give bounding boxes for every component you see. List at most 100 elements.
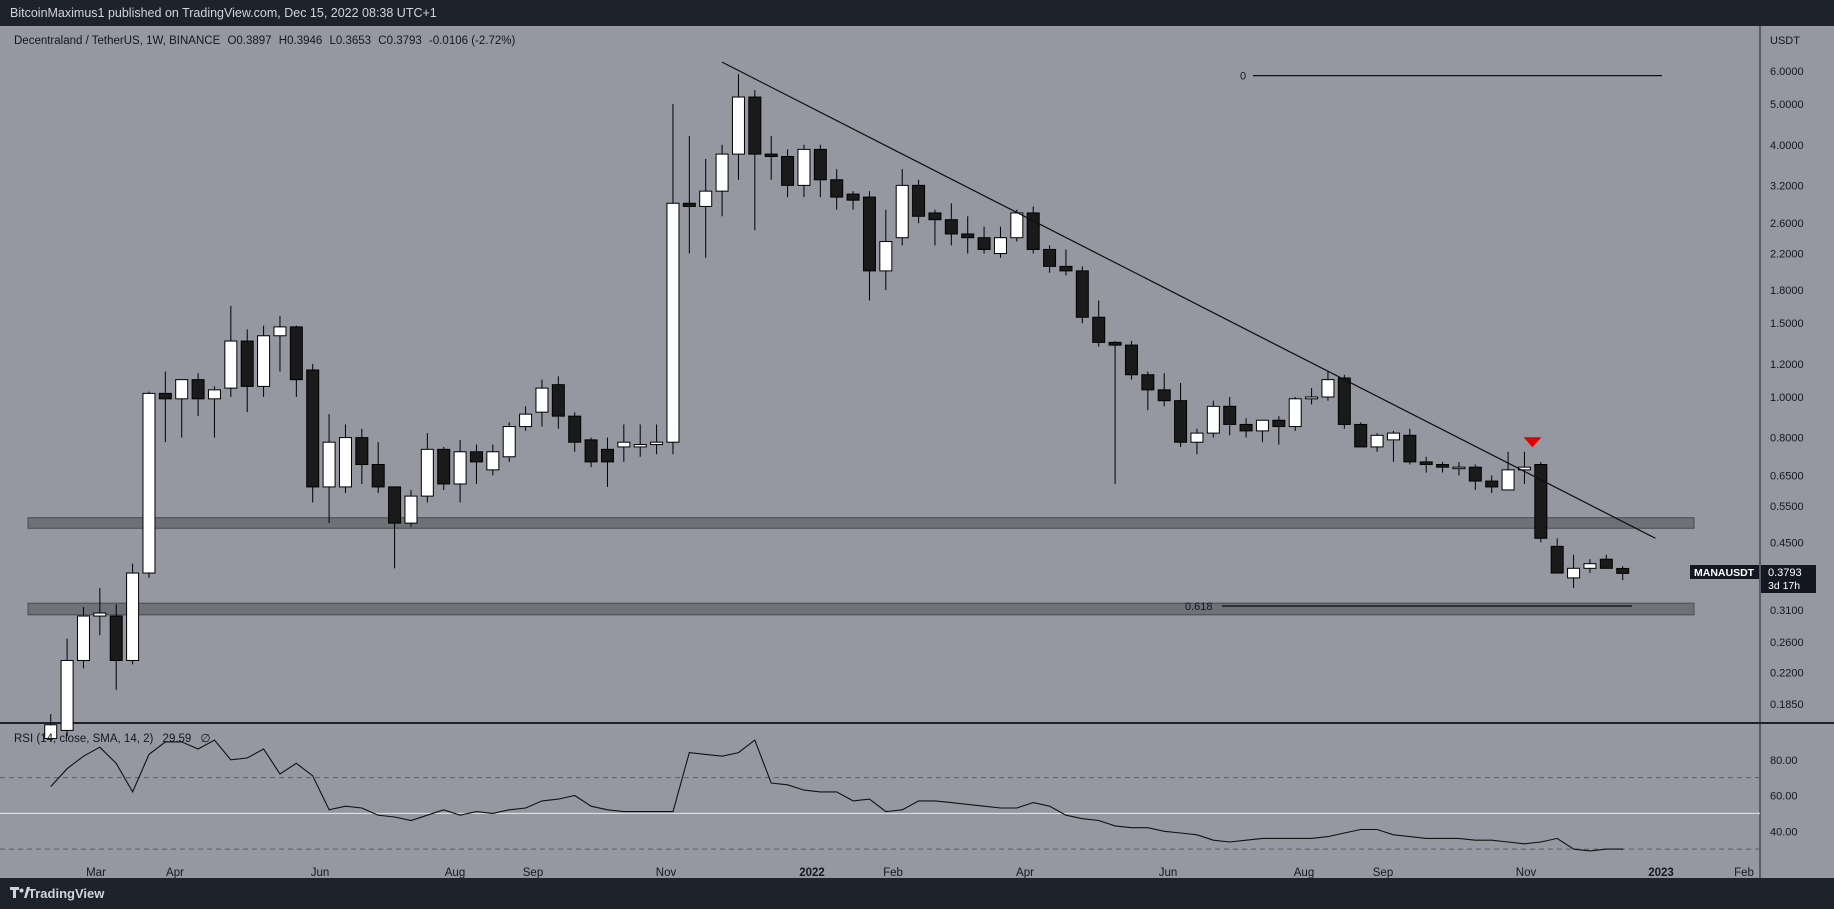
- price-scale[interactable]: [1760, 26, 1834, 867]
- candle-up[interactable]: [93, 612, 107, 617]
- candle-down[interactable]: [306, 369, 320, 488]
- candle-up[interactable]: [175, 379, 189, 400]
- candle-down[interactable]: [912, 184, 926, 217]
- candle-up[interactable]: [993, 237, 1007, 255]
- candle-down[interactable]: [1337, 377, 1351, 425]
- rsi-legend[interactable]: RSI (14, close, SMA, 14, 2) 29.59 ∅: [14, 733, 211, 745]
- candle-down[interactable]: [437, 448, 451, 485]
- candle-down[interactable]: [355, 437, 369, 466]
- candle-up[interactable]: [60, 659, 74, 731]
- candle-up[interactable]: [1255, 419, 1269, 432]
- candle-down[interactable]: [846, 193, 860, 201]
- candle-up[interactable]: [1010, 212, 1024, 239]
- candle-up[interactable]: [257, 335, 271, 387]
- candle-up[interactable]: [224, 340, 238, 389]
- candle-down[interactable]: [1108, 341, 1122, 346]
- candle-up[interactable]: [273, 326, 287, 337]
- candle-up[interactable]: [1386, 432, 1400, 441]
- candle-up[interactable]: [731, 96, 745, 155]
- time-axis[interactable]: [0, 867, 1834, 878]
- candle-down[interactable]: [1403, 434, 1417, 463]
- candle-up[interactable]: [126, 572, 140, 661]
- price-chart[interactable]: 0 0.618 6.0000 5.0000 4.0000 3.2000 2.6000 2.2…: [0, 26, 1834, 878]
- candle-up[interactable]: [666, 202, 680, 443]
- candle-down[interactable]: [469, 451, 483, 463]
- candle-down[interactable]: [371, 464, 385, 488]
- candle-down[interactable]: [1239, 423, 1253, 432]
- candle-up[interactable]: [1370, 434, 1384, 448]
- candle-up[interactable]: [338, 437, 352, 488]
- candle-up[interactable]: [1206, 405, 1220, 434]
- candle-up[interactable]: [420, 448, 434, 497]
- candle-down[interactable]: [1059, 265, 1073, 272]
- candle-down[interactable]: [568, 415, 582, 443]
- candle-up[interactable]: [1190, 432, 1204, 443]
- candle-up[interactable]: [207, 389, 221, 400]
- candle-up[interactable]: [1583, 563, 1597, 569]
- candle-up[interactable]: [535, 387, 549, 413]
- candle-down[interactable]: [830, 179, 844, 198]
- candle-up[interactable]: [1305, 396, 1319, 400]
- candle-up[interactable]: [1452, 466, 1466, 470]
- candle-down[interactable]: [977, 237, 991, 250]
- candle-down[interactable]: [813, 148, 827, 181]
- candle-up[interactable]: [1321, 379, 1335, 398]
- candle-down[interactable]: [600, 448, 614, 463]
- candle-down[interactable]: [1354, 423, 1368, 448]
- symbol-legend[interactable]: Decentraland / TetherUS, 1W, BINANCE O0.…: [14, 35, 515, 47]
- candle-down[interactable]: [764, 153, 778, 158]
- candle-up[interactable]: [895, 184, 909, 239]
- candle-down[interactable]: [1141, 374, 1155, 391]
- candle-down[interactable]: [1599, 558, 1613, 569]
- candle-down[interactable]: [158, 392, 172, 400]
- support-zone[interactable]: [27, 602, 1695, 616]
- candle-down[interactable]: [1124, 344, 1138, 376]
- candle-up[interactable]: [715, 153, 729, 192]
- candle-up[interactable]: [879, 241, 893, 272]
- candle-up[interactable]: [650, 441, 664, 446]
- rsi-line[interactable]: [50, 739, 1624, 852]
- candle-down[interactable]: [551, 384, 565, 417]
- candle-down[interactable]: [1043, 248, 1057, 267]
- candle-down[interactable]: [862, 196, 876, 272]
- candle-down[interactable]: [1468, 466, 1482, 482]
- candle-down[interactable]: [928, 212, 942, 221]
- candle-down[interactable]: [961, 233, 975, 239]
- candle-up[interactable]: [797, 148, 811, 186]
- candle-down[interactable]: [1419, 461, 1433, 466]
- candle-down[interactable]: [1075, 270, 1089, 318]
- candle-down[interactable]: [781, 156, 795, 186]
- candle-down[interactable]: [191, 379, 205, 400]
- candle-up[interactable]: [44, 724, 58, 740]
- candle-up[interactable]: [1567, 567, 1581, 579]
- candle-up[interactable]: [453, 451, 467, 485]
- candle-down[interactable]: [388, 486, 402, 524]
- candle-down[interactable]: [1157, 389, 1171, 402]
- candle-down[interactable]: [1223, 405, 1237, 425]
- candle-up[interactable]: [1501, 469, 1515, 491]
- candle-down[interactable]: [1485, 480, 1499, 488]
- candle-up[interactable]: [486, 451, 500, 471]
- candle-up[interactable]: [519, 413, 533, 428]
- candle-down[interactable]: [109, 615, 123, 661]
- candle-down[interactable]: [1174, 400, 1188, 443]
- candle-down[interactable]: [944, 219, 958, 235]
- candle-up[interactable]: [322, 441, 336, 488]
- candle-up[interactable]: [1288, 398, 1302, 428]
- candle-down[interactable]: [1272, 419, 1286, 428]
- candle-down[interactable]: [1436, 464, 1450, 468]
- candle-down[interactable]: [584, 439, 598, 463]
- candle-down[interactable]: [682, 202, 696, 207]
- candle-up[interactable]: [699, 190, 713, 207]
- candle-up[interactable]: [633, 444, 647, 448]
- candle-up[interactable]: [404, 495, 418, 524]
- candle-down[interactable]: [748, 96, 762, 155]
- candle-down[interactable]: [240, 340, 254, 387]
- rejection-marker-icon[interactable]: [1523, 437, 1542, 448]
- candle-down[interactable]: [1550, 545, 1564, 574]
- candle-down[interactable]: [289, 326, 303, 381]
- candle-up[interactable]: [502, 426, 516, 458]
- candle-down[interactable]: [1092, 316, 1106, 343]
- descending-resistance-line[interactable]: [721, 61, 1656, 539]
- candle-down[interactable]: [1616, 567, 1630, 574]
